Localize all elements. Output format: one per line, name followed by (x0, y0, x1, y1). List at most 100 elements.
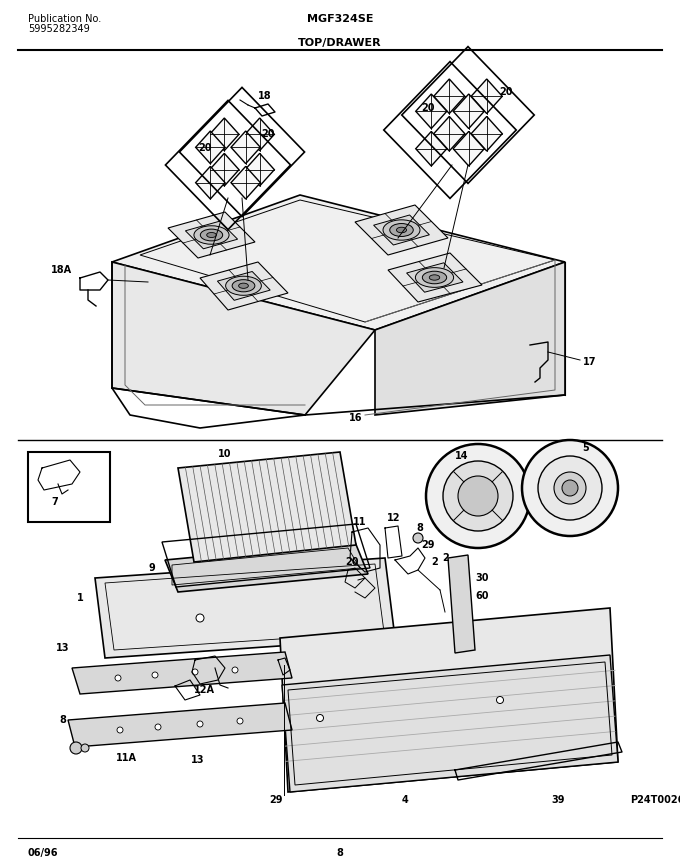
Text: Publication No.: Publication No. (28, 14, 101, 24)
Circle shape (197, 721, 203, 727)
Ellipse shape (390, 224, 413, 236)
Circle shape (496, 696, 503, 703)
Polygon shape (112, 195, 565, 330)
Text: 20: 20 (421, 103, 435, 113)
Text: 11: 11 (353, 517, 367, 527)
Polygon shape (245, 154, 274, 186)
Circle shape (316, 714, 324, 721)
Text: 16: 16 (350, 413, 362, 423)
Text: 9: 9 (149, 563, 155, 573)
Ellipse shape (429, 275, 440, 280)
Polygon shape (448, 555, 475, 653)
Polygon shape (231, 131, 260, 164)
Ellipse shape (396, 227, 407, 233)
Circle shape (152, 672, 158, 678)
Text: 12A: 12A (194, 685, 214, 695)
Ellipse shape (232, 279, 255, 292)
Text: 8: 8 (337, 848, 343, 858)
Polygon shape (388, 253, 482, 302)
Polygon shape (434, 79, 465, 114)
Polygon shape (373, 215, 429, 245)
Circle shape (426, 444, 530, 548)
Polygon shape (434, 116, 465, 151)
Text: 5995282349: 5995282349 (28, 24, 90, 34)
Text: 20: 20 (199, 143, 211, 153)
Polygon shape (186, 221, 237, 249)
Circle shape (522, 440, 618, 536)
Circle shape (155, 724, 161, 730)
Ellipse shape (415, 267, 454, 287)
Polygon shape (280, 608, 618, 792)
Text: 1: 1 (77, 593, 84, 603)
Circle shape (70, 742, 82, 754)
Text: 20: 20 (499, 87, 513, 97)
Text: 30: 30 (475, 573, 489, 583)
Polygon shape (453, 94, 484, 128)
Ellipse shape (422, 271, 447, 284)
Text: 7: 7 (52, 497, 58, 507)
Polygon shape (72, 652, 292, 694)
Circle shape (538, 456, 602, 520)
Circle shape (232, 667, 238, 673)
Polygon shape (168, 212, 255, 258)
Polygon shape (218, 272, 270, 300)
Polygon shape (415, 94, 447, 128)
Text: 18A: 18A (52, 265, 73, 275)
Polygon shape (112, 262, 375, 415)
Polygon shape (407, 263, 463, 293)
Polygon shape (196, 131, 225, 164)
Text: 8: 8 (417, 523, 424, 533)
Text: 29: 29 (421, 540, 435, 550)
Text: P24T0026: P24T0026 (630, 795, 680, 805)
Text: 29: 29 (269, 795, 283, 805)
Polygon shape (231, 167, 260, 199)
Text: 2: 2 (443, 553, 449, 563)
Text: 20: 20 (345, 557, 359, 567)
Polygon shape (471, 116, 503, 151)
Polygon shape (375, 262, 565, 415)
Text: 14: 14 (455, 451, 469, 461)
Circle shape (562, 480, 578, 496)
Polygon shape (196, 167, 225, 199)
Polygon shape (471, 79, 503, 114)
Ellipse shape (383, 220, 420, 240)
Circle shape (115, 675, 121, 681)
Polygon shape (165, 542, 368, 592)
Circle shape (554, 472, 586, 504)
Polygon shape (415, 131, 447, 166)
Polygon shape (209, 154, 239, 186)
Ellipse shape (207, 233, 216, 238)
Polygon shape (200, 262, 288, 310)
Circle shape (458, 476, 498, 516)
Text: 2: 2 (432, 557, 439, 567)
Text: 60: 60 (475, 591, 489, 601)
Circle shape (443, 461, 513, 531)
Polygon shape (68, 703, 292, 747)
Polygon shape (178, 452, 356, 562)
Ellipse shape (201, 229, 222, 241)
Ellipse shape (239, 283, 248, 288)
Polygon shape (209, 118, 239, 151)
Text: 20: 20 (261, 129, 275, 139)
Text: 11A: 11A (116, 753, 137, 763)
Text: 39: 39 (551, 795, 565, 805)
Text: 18: 18 (258, 91, 272, 101)
Circle shape (192, 669, 198, 675)
Bar (28, 452, 110, 522)
Text: 13: 13 (56, 643, 70, 653)
Text: 13: 13 (191, 755, 205, 765)
Ellipse shape (194, 226, 229, 244)
Text: 5: 5 (583, 443, 590, 453)
Text: 06/96: 06/96 (28, 848, 58, 858)
Text: 8: 8 (60, 715, 67, 725)
Text: 10: 10 (218, 449, 232, 459)
Text: 4: 4 (402, 795, 409, 805)
Circle shape (117, 727, 123, 733)
Circle shape (413, 533, 423, 543)
Circle shape (81, 744, 89, 752)
Polygon shape (282, 655, 618, 792)
Circle shape (237, 718, 243, 724)
Polygon shape (453, 131, 484, 166)
Polygon shape (95, 558, 395, 658)
Text: MGF324SE: MGF324SE (307, 14, 373, 24)
